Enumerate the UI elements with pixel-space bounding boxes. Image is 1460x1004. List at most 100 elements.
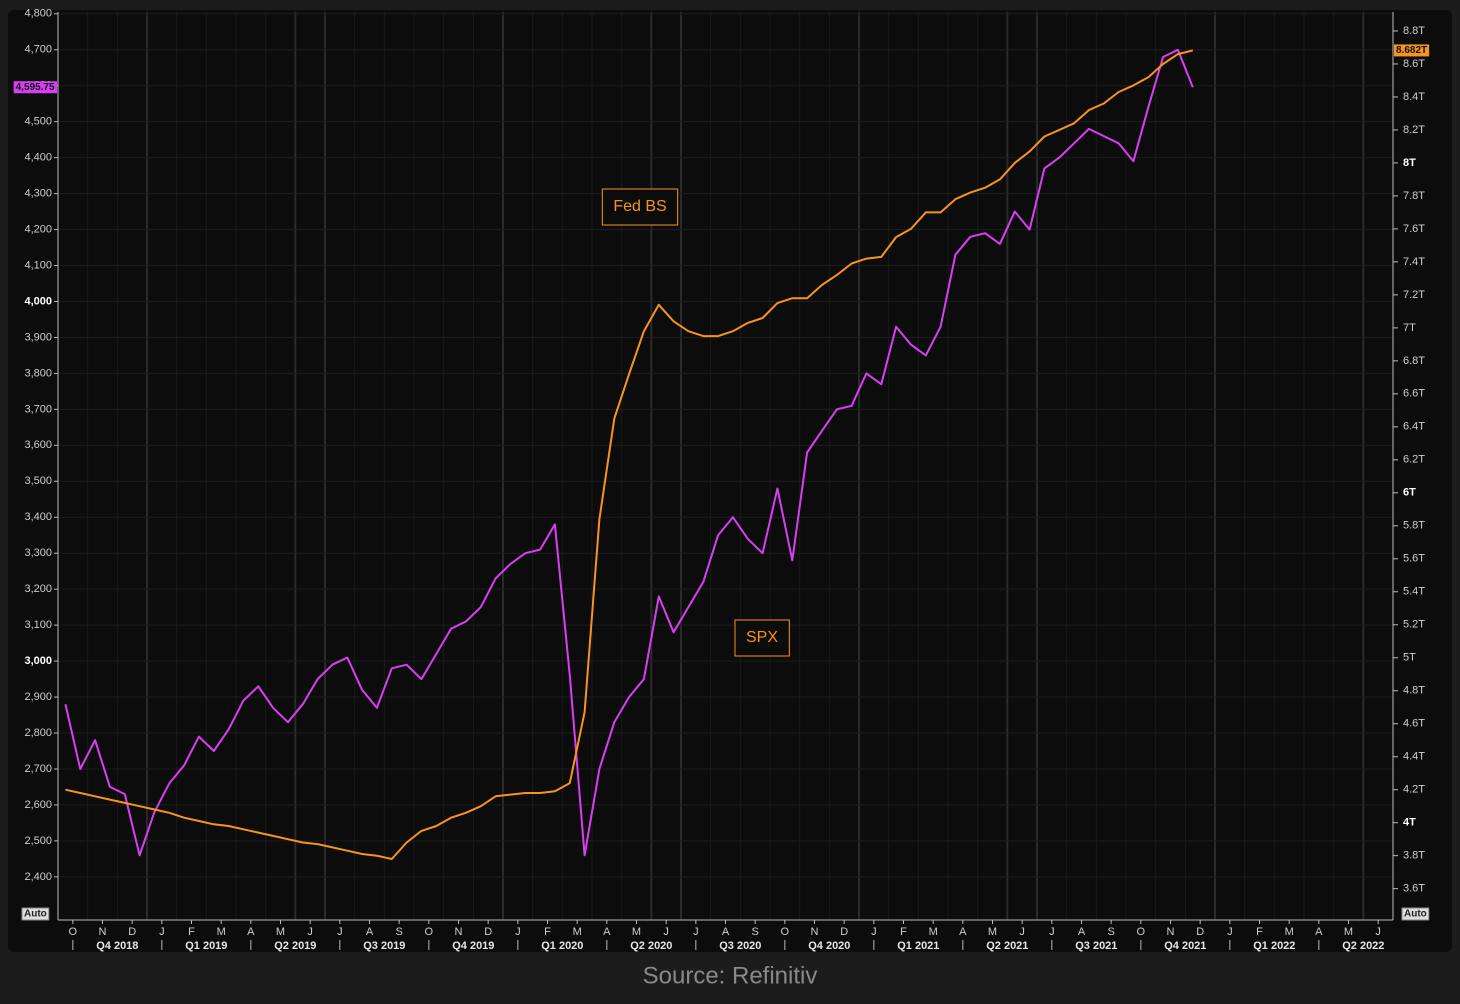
x-tick-label: M <box>573 926 582 938</box>
x-tick-label: J <box>663 926 669 938</box>
y2-tick-label: 5.4T <box>1403 586 1425 598</box>
x-tick-label: A <box>1315 926 1323 938</box>
y2-tick-label: 8.6T <box>1403 58 1425 70</box>
quarter-label: Q1 2020 <box>541 940 583 952</box>
x-tick-label: A <box>1078 926 1086 938</box>
x-tick-label: J <box>1375 926 1381 938</box>
quarter-label: Q3 2019 <box>363 940 405 952</box>
y-tick-label: 2,600 <box>24 799 52 811</box>
x-tick-label: D <box>840 926 848 938</box>
y2-tick-label: 6T <box>1403 487 1416 499</box>
y2-tick-label: 7T <box>1403 322 1416 334</box>
x-tick-label: A <box>366 926 374 938</box>
quarter-label: Q1 2019 <box>185 940 227 952</box>
y-tick-label: 2,700 <box>24 763 52 775</box>
x-tick-label: J <box>337 926 343 938</box>
y2-tick-label: 8.4T <box>1403 91 1425 103</box>
x-tick-label: N <box>811 926 819 938</box>
y-tick-label: 3,200 <box>24 583 52 595</box>
y-tick-label: 2,400 <box>24 871 52 883</box>
y-tick-label: 2,900 <box>24 691 52 703</box>
y-tick-label: 4,000 <box>24 295 52 307</box>
x-tick-label: A <box>603 926 611 938</box>
x-tick-label: A <box>959 926 967 938</box>
x-tick-label: J <box>159 926 165 938</box>
series-line <box>65 49 1194 860</box>
y2-tick-label: 5.2T <box>1403 619 1425 631</box>
annotation-label: Fed BS <box>613 198 666 215</box>
x-tick-label: N <box>455 926 463 938</box>
last-value-label: 8.682T <box>1396 45 1427 56</box>
y2-tick-label: 7.4T <box>1403 256 1425 268</box>
y2-tick-label: 7.6T <box>1403 223 1425 235</box>
x-tick-label: D <box>484 926 492 938</box>
quarter-label: Q4 2019 <box>452 940 494 952</box>
quarter-label: Q4 2020 <box>808 940 850 952</box>
y-tick-label: 4,800 <box>24 8 52 20</box>
quarter-label: Q2 2020 <box>630 940 672 952</box>
y2-tick-label: 4T <box>1403 817 1416 829</box>
y-tick-label: 4,400 <box>24 152 52 164</box>
x-tick-label: D <box>1196 926 1204 938</box>
y-tick-label: 4,700 <box>24 44 52 56</box>
x-tick-label: S <box>395 926 402 938</box>
y2-tick-label: 7.8T <box>1403 190 1425 202</box>
y2-tick-label: 6.8T <box>1403 355 1425 367</box>
x-tick-label: O <box>69 926 78 938</box>
x-tick-label: F <box>188 926 195 938</box>
x-tick-label: M <box>1344 926 1353 938</box>
y2-tick-label: 4.2T <box>1403 784 1425 796</box>
quarter-label: Q1 2021 <box>897 940 939 952</box>
y-tick-label: 3,000 <box>24 655 52 667</box>
auto-label: Auto <box>1404 909 1427 920</box>
y-tick-label: 4,200 <box>24 223 52 235</box>
y2-tick-label: 6.6T <box>1403 388 1425 400</box>
x-tick-label: F <box>900 926 907 938</box>
annotation-label: SPX <box>746 629 778 646</box>
y2-tick-label: 8.2T <box>1403 124 1425 136</box>
y-tick-label: 3,500 <box>24 475 52 487</box>
y2-tick-label: 4.4T <box>1403 751 1425 763</box>
x-tick-label: J <box>1019 926 1025 938</box>
quarter-label: Q3 2020 <box>719 940 761 952</box>
y2-tick-label: 8T <box>1403 157 1416 169</box>
y2-tick-label: 4.6T <box>1403 718 1425 730</box>
x-tick-label: J <box>307 926 313 938</box>
x-tick-label: O <box>425 926 434 938</box>
x-tick-label: M <box>632 926 641 938</box>
auto-button <box>1401 907 1430 921</box>
last-value-tag-box <box>13 81 57 94</box>
series-line <box>64 48 1194 857</box>
y2-tick-label: 5.6T <box>1403 553 1425 565</box>
x-tick-label: M <box>217 926 226 938</box>
last-value-label: 4,595.75 <box>16 82 55 93</box>
x-tick-label: M <box>988 926 997 938</box>
x-tick-label: J <box>1049 926 1055 938</box>
x-tick-label: S <box>1107 926 1114 938</box>
quarter-label: Q1 2022 <box>1253 940 1295 952</box>
y2-tick-label: 3.6T <box>1403 883 1425 895</box>
y-tick-label: 3,600 <box>24 439 52 451</box>
x-tick-label: J <box>515 926 521 938</box>
y-tick-label: 3,900 <box>24 331 52 343</box>
x-tick-label: M <box>929 926 938 938</box>
x-tick-label: J <box>1227 926 1233 938</box>
y2-tick-label: 8.8T <box>1403 25 1425 37</box>
y-tick-label: 4,100 <box>24 259 52 271</box>
source-note: Source: Refinitiv <box>643 962 818 989</box>
x-tick-label: M <box>1285 926 1294 938</box>
x-tick-label: A <box>722 926 730 938</box>
quarter-label: Q4 2021 <box>1164 940 1206 952</box>
y-tick-label: 3,300 <box>24 547 52 559</box>
x-tick-label: J <box>693 926 699 938</box>
y-tick-label: 3,100 <box>24 619 52 631</box>
x-tick-label: J <box>871 926 877 938</box>
y2-tick-label: 3.8T <box>1403 850 1425 862</box>
annotation-box <box>601 188 679 226</box>
x-tick-label: O <box>1137 926 1146 938</box>
y-tick-label: 4,300 <box>24 188 52 200</box>
auto-label: Auto <box>24 909 47 920</box>
y-tick-label: 3,800 <box>24 367 52 379</box>
quarter-label: Q2 2021 <box>986 940 1028 952</box>
